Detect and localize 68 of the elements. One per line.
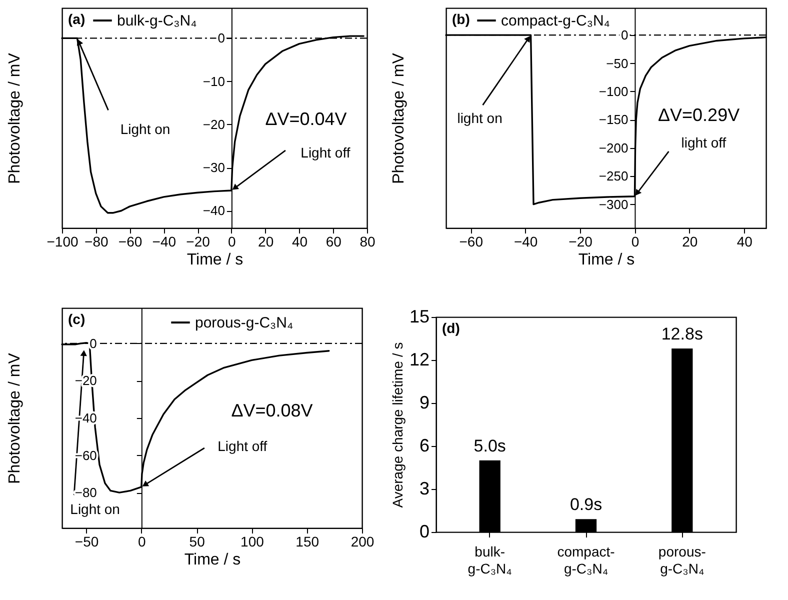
data-label: 5.0s (474, 436, 506, 456)
annotation: light off (681, 134, 726, 150)
y-tick-label: −300 (598, 196, 628, 212)
x-tick-label: −40 (152, 234, 176, 250)
x-axis-title: Time / s (578, 252, 635, 268)
chart-title: (d) (442, 320, 460, 336)
legend-label: porous-g-C₃N₄ (195, 314, 294, 332)
y-tick-label: −250 (598, 168, 628, 184)
x-tick-label: −40 (514, 234, 538, 250)
x-axis-title: Time / s (184, 552, 241, 568)
x-tick-label: −20 (186, 234, 210, 250)
x-tick-label: −60 (459, 234, 484, 250)
y-tick-label: −150 (598, 112, 628, 128)
chart-title: (a) (68, 11, 86, 27)
y-axis-title: Photovoltage / mV (390, 52, 408, 184)
x-tick-label: 40 (736, 234, 753, 250)
x-tick-label: −80 (84, 234, 108, 250)
y-tick-label: 3 (419, 478, 430, 498)
x-tick-label: 100 (240, 534, 264, 550)
data-label: 0.9s (570, 495, 602, 514)
y-tick-label: −40 (202, 203, 225, 218)
y-tick-label: −80 (74, 485, 97, 500)
x-tick-label: 60 (326, 234, 342, 250)
annotation: ΔV=0.29V (658, 104, 740, 125)
x-tick-label: 0 (228, 234, 236, 250)
legend-label: compact-g-C₃N₄ (501, 12, 610, 30)
annotation: ΔV=0.04V (265, 109, 347, 130)
x-tick-label: −60 (118, 234, 142, 250)
data-label: 12.8s (661, 324, 703, 344)
y-tick-label: −30 (202, 160, 225, 176)
annotation: Light off (300, 144, 350, 160)
annotation: Light on (120, 121, 170, 138)
annotation: light on (457, 110, 502, 126)
x-tick-label: 50 (189, 534, 206, 550)
x-tick-label: −20 (568, 234, 593, 250)
y-tick-label: −100 (598, 84, 628, 99)
y-tick-label: −10 (202, 74, 225, 89)
x-tick-label: 20 (258, 234, 274, 250)
x-tick-label: 0 (138, 534, 146, 550)
x-tick-label: −100 (46, 234, 78, 250)
x-axis-title: Time / s (186, 252, 244, 268)
y-tick-label: −200 (598, 140, 628, 156)
x-tick-label: 20 (682, 234, 698, 250)
annotation: ΔV=0.08V (231, 400, 313, 420)
x-tick-label: bulk-g-C₃N₄ (468, 544, 512, 576)
legend-label: bulk-g-C₃N₄ (117, 12, 197, 30)
x-tick-label: 0 (631, 234, 640, 250)
annotation: Light off (218, 438, 268, 454)
x-tick-label: porous-g-C₃N₄ (658, 544, 706, 576)
y-tick-label: 9 (419, 392, 430, 412)
y-axis-title: Photovoltage / mV (6, 352, 24, 484)
y-tick-label: −50 (606, 56, 628, 71)
x-tick-label: 40 (292, 234, 308, 250)
chart-title: (c) (68, 311, 86, 327)
x-tick-label: 80 (360, 234, 376, 250)
y-axis-title: Average charge lifetime / s (389, 342, 406, 508)
x-tick-label: 150 (296, 534, 320, 550)
chart-title: (b) (452, 11, 470, 27)
y-tick-label: 6 (419, 436, 430, 456)
y-tick-label: 0 (218, 30, 225, 46)
y-tick-label: −20 (202, 116, 225, 132)
y-tick-label: 15 (409, 306, 430, 326)
x-tick-label: 200 (350, 534, 374, 550)
annotation: Light on (70, 501, 120, 518)
y-tick-label: 0 (90, 336, 97, 351)
y-axis-title: Photovoltage / mV (6, 52, 24, 184)
y-tick-label: 12 (409, 350, 430, 370)
x-tick-label: compact-g-C₃N₄ (557, 544, 616, 576)
